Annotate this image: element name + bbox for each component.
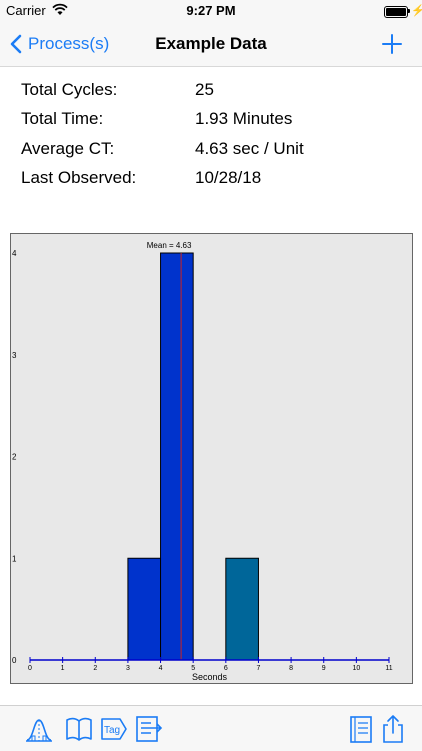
stat-value: 1.93 Minutes <box>195 109 293 129</box>
battery-icon <box>384 6 408 18</box>
histogram-bar <box>160 252 194 661</box>
plus-icon[interactable] <box>380 32 404 56</box>
x-tick-label: 9 <box>322 665 326 672</box>
bottom-toolbar: Tag <box>0 705 422 751</box>
notes-icon[interactable] <box>346 714 376 744</box>
carrier-label: Carrier <box>6 3 46 18</box>
share-icon[interactable] <box>378 714 408 744</box>
x-tick-label: 6 <box>224 665 228 672</box>
histogram-bar <box>225 557 259 661</box>
x-tick-label: 8 <box>289 665 293 672</box>
tag-icon[interactable]: Tag <box>99 714 129 744</box>
x-tick-label: 2 <box>93 665 97 672</box>
y-tick-label: 4 <box>12 249 17 258</box>
battery-tip <box>408 9 410 13</box>
x-tick-label: 5 <box>191 665 195 672</box>
stat-label: Last Observed: <box>21 167 137 187</box>
chevron-left-icon <box>10 34 22 54</box>
y-tick-label: 2 <box>12 453 17 462</box>
back-button-label: Process(s) <box>28 34 110 53</box>
x-tick-label: 7 <box>257 665 261 672</box>
histogram-svg: Mean = 4.63 0 1 2 3 4 5 6 7 8 9 10 11 Seconds 0 1 2 3 4 <box>12 241 393 682</box>
stat-label: Total Time: <box>21 109 104 129</box>
stat-value: 4.63 sec / Unit <box>195 138 304 158</box>
wifi-icon <box>52 3 68 15</box>
status-bar: Carrier 9:27 PM ⚡ <box>0 0 422 22</box>
y-tick-label: 0 <box>12 656 17 665</box>
mean-label: Mean = 4.63 <box>147 241 192 250</box>
histogram-chart: Mean = 4.63 0 1 2 3 4 5 6 7 8 9 10 11 Seconds 0 1 2 3 4 <box>10 233 413 684</box>
x-tick-label: 0 <box>28 665 32 672</box>
book-icon[interactable] <box>64 714 94 744</box>
tag-icon-text: Tag <box>104 725 120 736</box>
x-tick-label: 10 <box>352 665 360 672</box>
stat-label: Average CT: <box>21 138 115 158</box>
y-tick-label: 1 <box>12 554 17 563</box>
x-axis-label: Seconds <box>192 672 228 682</box>
x-tick-label: 4 <box>159 665 163 672</box>
x-tick-label: 11 <box>385 665 392 672</box>
navigation-bar: Process(s) Example Data <box>0 22 422 67</box>
back-button[interactable]: Process(s) <box>10 31 109 57</box>
y-tick-label: 3 <box>12 351 17 360</box>
stat-value: 25 <box>195 80 214 99</box>
histogram-bar <box>127 557 162 661</box>
x-tick-label: 3 <box>126 665 130 672</box>
stat-label: Total Cycles: <box>21 80 118 99</box>
distribution-chart-icon[interactable] <box>24 714 54 744</box>
charging-icon: ⚡ <box>411 5 422 17</box>
export-list-icon[interactable] <box>133 714 163 744</box>
page-title: Example Data <box>155 34 267 53</box>
clock: 9:27 PM <box>186 3 236 18</box>
x-tick-label: 1 <box>61 665 65 672</box>
stat-value: 10/28/18 <box>195 167 262 187</box>
